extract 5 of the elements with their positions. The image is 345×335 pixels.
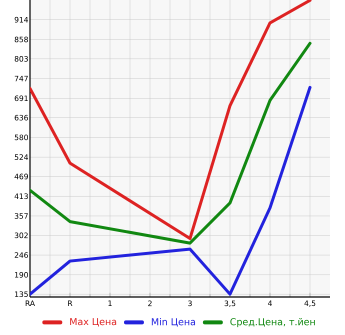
line-series <box>30 42 312 245</box>
legend-label: Сред.Цена, т.йен <box>230 318 315 328</box>
line-series <box>30 0 312 240</box>
legend-label: Min Цена <box>152 318 196 327</box>
legend-label: Max Цена <box>70 318 116 327</box>
